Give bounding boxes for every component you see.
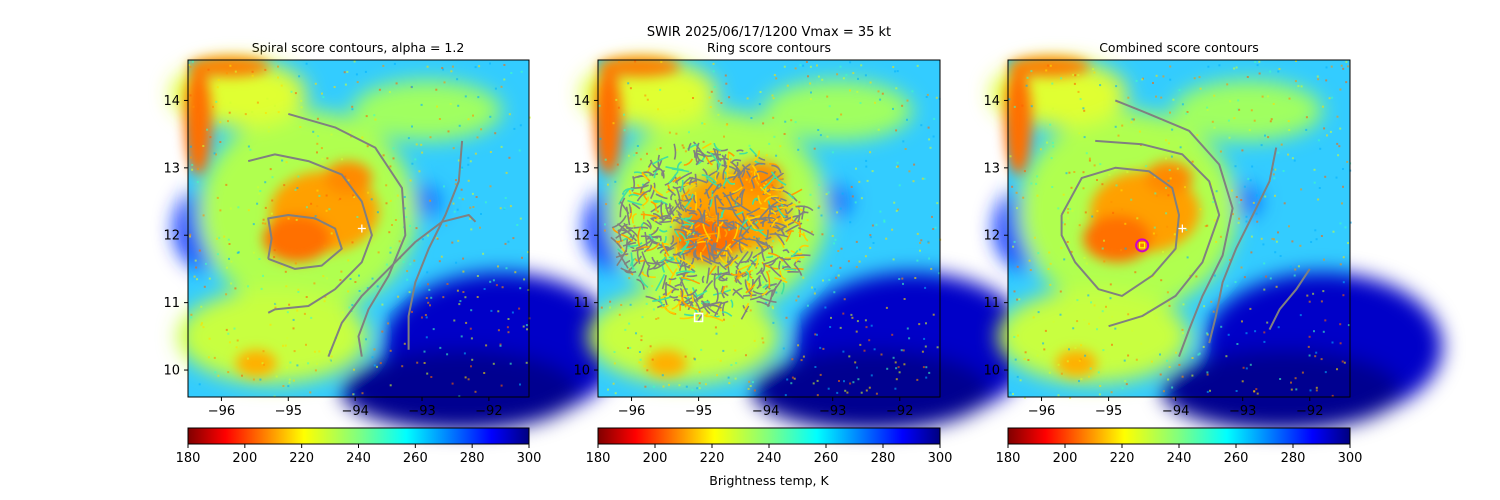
panel-title: Ring score contours xyxy=(707,40,831,55)
colorbar-tick-label: 280 xyxy=(460,451,485,466)
colorbar-tick-label: 260 xyxy=(403,451,428,466)
x-tick-label: −93 xyxy=(1229,404,1256,419)
colorbar-tick-label: 300 xyxy=(1338,451,1363,466)
score-contour-line xyxy=(1208,147,1278,344)
colorbar-tick-label: 200 xyxy=(643,451,668,466)
x-tick-label: −93 xyxy=(819,404,846,419)
x-tick-label: −95 xyxy=(275,404,302,419)
ring-best-square-marker xyxy=(693,312,704,323)
score-contour-line xyxy=(1114,99,1234,357)
y-tick-label: 12 xyxy=(163,229,180,244)
colorbar-tick-label: 180 xyxy=(996,451,1021,466)
brightness-temp-field xyxy=(580,56,1033,431)
panel-title: Combined score contours xyxy=(1099,40,1259,55)
y-tick-label: 13 xyxy=(983,161,1000,176)
x-tick-label: −92 xyxy=(1296,404,1323,419)
colorbar-tick-label: 300 xyxy=(928,451,953,466)
y-tick-label: 13 xyxy=(163,161,180,176)
score-contour-line xyxy=(1060,166,1180,297)
colorbar-gradient xyxy=(187,427,530,445)
colorbar-tick-label: 240 xyxy=(1167,451,1192,466)
axis-ticks: −96 −95 −94 −93 −92 10 11 12 13 14 xyxy=(163,94,502,419)
y-tick-label: 14 xyxy=(573,94,590,109)
score-contour-line xyxy=(1095,139,1221,328)
score-contour-line xyxy=(407,140,464,350)
axis-ticks: −96 −95 −94 −93 −92 10 11 12 13 14 xyxy=(983,94,1323,419)
y-tick-label: 11 xyxy=(163,296,180,311)
panel-combined: Combined score contours −96 −95 −94 −93 −92 1… xyxy=(983,40,1443,466)
colorbar-tick-label: 280 xyxy=(871,451,896,466)
ring-contour-cluster xyxy=(610,141,815,323)
x-tick-label: −94 xyxy=(341,404,368,419)
colorbar-tick-label: 300 xyxy=(517,451,542,466)
colorbar-tick-label: 260 xyxy=(1224,451,1249,466)
colorbar-tick-label: 220 xyxy=(1110,451,1135,466)
colorbar-gradient xyxy=(1007,427,1351,445)
x-tick-label: −93 xyxy=(408,404,435,419)
colorbar: 180 200 220 240 260 280 300 xyxy=(176,427,542,466)
brightness-temp-field xyxy=(990,56,1443,431)
x-tick-label: −94 xyxy=(752,404,779,419)
colorbar-tick-label: 180 xyxy=(586,451,611,466)
plot-area xyxy=(990,56,1443,431)
x-tick-label: −94 xyxy=(1162,404,1189,419)
panel-ring: Ring score contours −96 −95 −94 −93 −92 10 11 1… xyxy=(573,40,1033,488)
y-tick-label: 10 xyxy=(163,364,180,379)
plot-frame xyxy=(1007,59,1351,398)
colorbar-tick-label: 180 xyxy=(176,451,201,466)
score-contour-line xyxy=(288,112,407,357)
y-tick-label: 13 xyxy=(573,161,590,176)
colorbar-label: Brightness temp, K xyxy=(709,473,829,488)
y-tick-label: 12 xyxy=(983,229,1000,244)
y-tick-label: 12 xyxy=(573,229,590,244)
panel-title: Spiral score contours, alpha = 1.2 xyxy=(252,40,465,55)
colorbar-tick-label: 200 xyxy=(232,451,257,466)
plot-area xyxy=(580,56,1033,431)
x-tick-label: −92 xyxy=(886,404,913,419)
y-tick-label: 11 xyxy=(983,296,1000,311)
figure-suptitle-line1: SWIR 2025/06/17/1200 Vmax = 35 kt xyxy=(647,25,891,40)
axis-ticks: −96 −95 −94 −93 −92 10 11 12 13 14 xyxy=(573,94,913,419)
colorbar: 180 200 220 240 260 280 300 xyxy=(996,427,1363,466)
combined-best-square-marker xyxy=(1139,242,1146,249)
colorbar-tick-label: 220 xyxy=(289,451,314,466)
colorbar-tick-label: 280 xyxy=(1281,451,1306,466)
score-contour-line xyxy=(267,214,343,270)
plot-frame xyxy=(597,59,941,398)
plot-frame xyxy=(187,59,530,398)
x-tick-label: −95 xyxy=(685,404,712,419)
colorbar-tick-label: 260 xyxy=(814,451,839,466)
y-tick-label: 11 xyxy=(573,296,590,311)
x-tick-label: −96 xyxy=(1028,404,1055,419)
x-tick-label: −96 xyxy=(618,404,645,419)
x-tick-label: −92 xyxy=(475,404,502,419)
panel-spiral: Spiral score contours, alpha = 1.2 −96 −9… xyxy=(163,40,622,466)
colorbar-tick-label: 200 xyxy=(1053,451,1078,466)
forecast-center-cross-marker xyxy=(1178,224,1187,233)
colorbar-tick-label: 220 xyxy=(700,451,725,466)
forecast-center-cross-marker xyxy=(357,224,366,233)
plot-area xyxy=(170,56,622,431)
score-contour-line xyxy=(1268,268,1311,331)
y-tick-label: 10 xyxy=(983,364,1000,379)
y-tick-label: 10 xyxy=(573,364,590,379)
score-contour-line xyxy=(327,214,477,357)
combined-best-ring-marker xyxy=(1135,238,1150,253)
x-tick-label: −96 xyxy=(208,404,235,419)
x-tick-label: −95 xyxy=(1095,404,1122,419)
colorbar: 180 200 220 240 260 280 300 xyxy=(586,427,953,466)
y-tick-label: 14 xyxy=(163,94,180,109)
score-contour-line xyxy=(247,153,373,314)
colorbar-tick-label: 240 xyxy=(346,451,371,466)
colorbar-gradient xyxy=(597,427,941,445)
brightness-temp-field xyxy=(170,56,622,431)
y-tick-label: 14 xyxy=(983,94,1000,109)
colorbar-tick-label: 240 xyxy=(757,451,782,466)
